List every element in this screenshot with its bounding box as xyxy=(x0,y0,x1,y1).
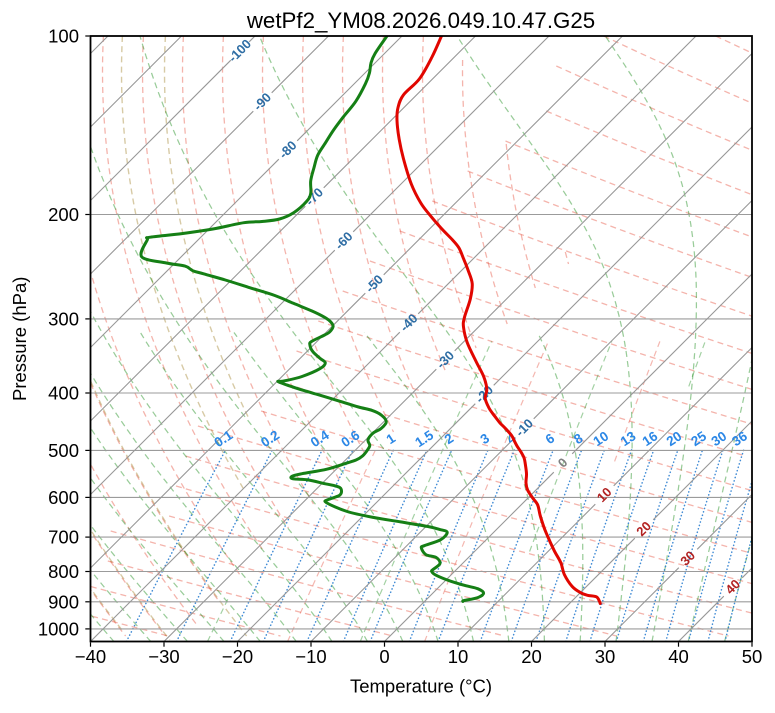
svg-text:10: 10 xyxy=(590,428,611,449)
svg-text:40: 40 xyxy=(668,646,689,667)
svg-text:20: 20 xyxy=(664,428,685,449)
svg-text:0: 0 xyxy=(379,646,389,667)
svg-text:−30: −30 xyxy=(148,646,179,667)
svg-text:Temperature (°C): Temperature (°C) xyxy=(350,676,492,697)
svg-text:30: 30 xyxy=(709,428,730,449)
svg-text:700: 700 xyxy=(48,527,79,548)
svg-text:−40: −40 xyxy=(75,646,106,667)
svg-text:400: 400 xyxy=(48,383,79,404)
svg-text:800: 800 xyxy=(48,561,79,582)
svg-text:30: 30 xyxy=(595,646,616,667)
svg-text:10: 10 xyxy=(448,646,469,667)
svg-text:50: 50 xyxy=(742,646,763,667)
svg-text:20: 20 xyxy=(521,646,542,667)
svg-text:1000: 1000 xyxy=(38,618,79,639)
svg-text:300: 300 xyxy=(48,308,79,329)
svg-text:900: 900 xyxy=(48,591,79,612)
svg-text:500: 500 xyxy=(48,440,79,461)
svg-text:200: 200 xyxy=(48,204,79,225)
svg-text:wetPf2_YM08.2026.049.10.47.G25: wetPf2_YM08.2026.049.10.47.G25 xyxy=(246,8,595,33)
svg-text:−20: −20 xyxy=(222,646,253,667)
svg-text:−10: −10 xyxy=(295,646,326,667)
svg-text:Pressure (hPa): Pressure (hPa) xyxy=(9,277,30,401)
svg-text:100: 100 xyxy=(48,26,79,47)
svg-text:600: 600 xyxy=(48,487,79,508)
